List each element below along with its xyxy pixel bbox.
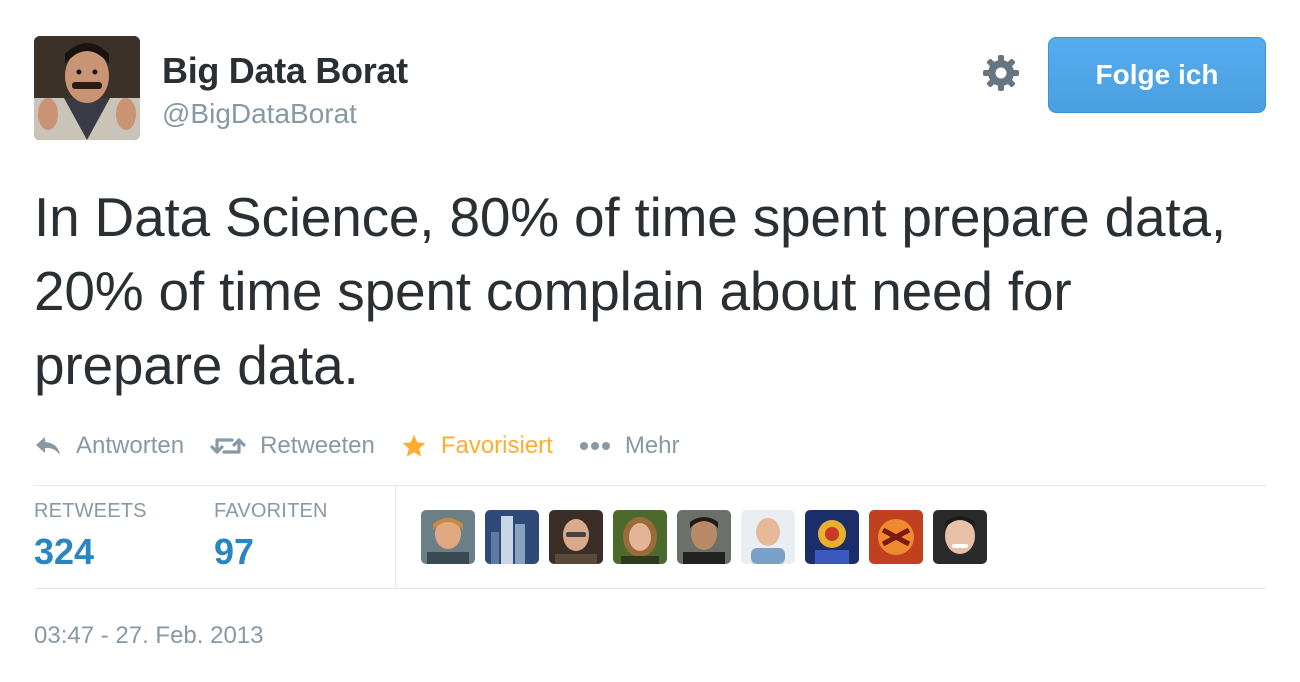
user-avatar-icon	[805, 510, 859, 564]
favoriter-avatar[interactable]	[741, 510, 795, 564]
user-avatar-icon	[485, 510, 539, 564]
favoriter-avatar[interactable]	[421, 510, 475, 564]
more-label: Mehr	[624, 432, 680, 459]
reply-label: Antworten	[76, 432, 185, 459]
reply-icon	[36, 437, 60, 455]
favoriter-avatar[interactable]	[677, 510, 731, 564]
favoriter-avatar[interactable]	[549, 510, 603, 564]
favoriters-avatars	[421, 510, 997, 564]
retweet-label: Retweeten	[260, 432, 375, 459]
more-action[interactable]: Mehr	[579, 432, 680, 460]
following-button-label: Folge ich	[1095, 59, 1219, 90]
user-avatar-icon	[549, 510, 603, 564]
user-avatar-icon	[677, 510, 731, 564]
user-avatar-icon	[421, 510, 475, 564]
user-avatar-icon	[741, 510, 795, 564]
favorite-label: Favorisiert	[440, 432, 553, 459]
favorites-stat[interactable]: FAVORITEN 97	[214, 500, 328, 573]
star-icon	[402, 434, 426, 457]
favoriter-avatar[interactable]	[933, 510, 987, 564]
user-avatar-icon	[869, 510, 923, 564]
user-handle[interactable]: @BigDataBorat	[162, 98, 357, 129]
retweets-stat[interactable]: RETWEETS 324	[34, 500, 147, 573]
favorites-stat-label: FAVORITEN	[214, 500, 328, 522]
favoriter-avatar[interactable]	[805, 510, 859, 564]
reply-action[interactable]: Antworten	[34, 432, 184, 460]
tweet-text: In Data Science, 80% of time spent prepa…	[34, 186, 1226, 396]
profile-photo-icon	[34, 36, 140, 140]
following-button[interactable]: Folge ich	[1048, 37, 1266, 113]
retweet-action[interactable]: Retweeten	[210, 432, 375, 460]
divider	[34, 588, 1266, 589]
favorites-count: 97	[214, 531, 255, 572]
retweet-icon	[210, 438, 246, 454]
retweets-count: 324	[34, 531, 95, 572]
retweets-stat-label: RETWEETS	[34, 500, 147, 522]
user-avatar-icon	[613, 510, 667, 564]
tweet-timestamp[interactable]: 03:47 - 27. Feb. 2013	[34, 622, 264, 649]
divider	[34, 485, 1266, 486]
gear-icon[interactable]	[980, 52, 1022, 94]
user-avatar-icon	[933, 510, 987, 564]
favorite-action[interactable]: Favorisiert	[401, 432, 553, 460]
stats-separator	[395, 486, 396, 588]
favoriter-avatar[interactable]	[485, 510, 539, 564]
more-dots-icon	[579, 442, 610, 450]
profile-avatar[interactable]	[34, 36, 140, 140]
favoriter-avatar[interactable]	[613, 510, 667, 564]
user-display-name[interactable]: Big Data Borat	[162, 50, 408, 91]
tweet-actions: Antworten Retweeten Favorisiert Mehr	[34, 426, 706, 466]
favoriter-avatar[interactable]	[869, 510, 923, 564]
